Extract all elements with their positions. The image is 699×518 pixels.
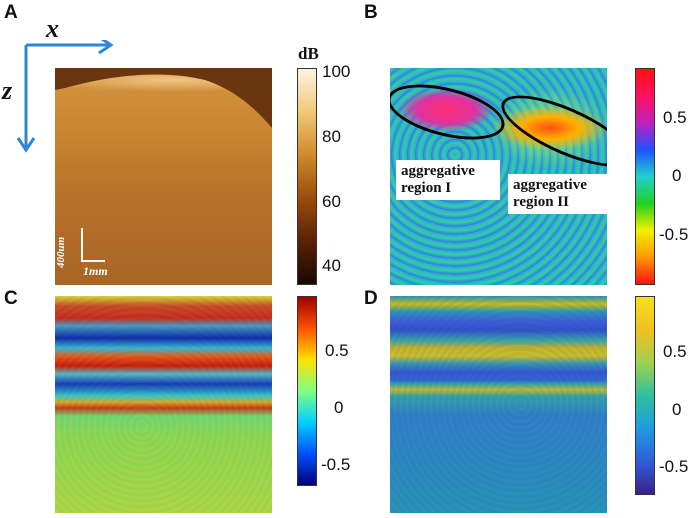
panel-label-b: B <box>364 2 378 23</box>
oct-intensity-image: 400um 1mm <box>55 68 272 285</box>
scalebar <box>81 228 105 262</box>
axis-x-label: x <box>46 14 59 43</box>
region-i-label: aggregative region I <box>396 160 500 200</box>
colorbar-d-tick: 0 <box>672 400 682 419</box>
colorbar-a-tick: 100 <box>322 62 351 81</box>
colorbar-b-tick: 0 <box>672 166 682 185</box>
colorbar-a-tick: 80 <box>322 127 341 146</box>
scalebar-horizontal-label: 1mm <box>83 264 108 278</box>
colorbar-b-tick: 0.5 <box>663 108 687 127</box>
colorbar-a-tick: 40 <box>322 256 341 275</box>
region-i-outline <box>390 74 511 150</box>
colorbar-a-tick: 60 <box>322 192 341 211</box>
shear-map-image-c <box>55 296 272 513</box>
colorbar-c-tick: -0.5 <box>321 455 351 474</box>
colorbar-b-tick: -0.5 <box>659 225 689 244</box>
colorbar-b <box>635 68 655 285</box>
panel-label-d: D <box>364 288 378 309</box>
shear-map-image-d <box>390 296 607 513</box>
colorbar-c-tick: 0.5 <box>325 341 349 360</box>
scalebar-vertical-label: 400um <box>55 236 67 268</box>
colorbar-d-tick: 0.5 <box>663 342 687 361</box>
region-ii-outline <box>492 81 607 181</box>
shear-map-image-b: aggregative region I aggregative region … <box>390 68 607 285</box>
region-ii-label: aggregative region II <box>508 174 607 214</box>
colorbar-d <box>635 296 655 495</box>
colorbar-a-unit: dB <box>298 44 319 63</box>
colorbar-a <box>297 68 317 285</box>
colorbar-d-tick: -0.5 <box>659 457 689 476</box>
panel-label-c: C <box>4 288 18 309</box>
axis-arrows <box>16 40 114 153</box>
panel-label-a: A <box>4 2 18 23</box>
colorbar-c-tick: 0 <box>334 398 344 417</box>
colorbar-c <box>297 296 317 486</box>
axis-z-label: z <box>2 76 13 105</box>
